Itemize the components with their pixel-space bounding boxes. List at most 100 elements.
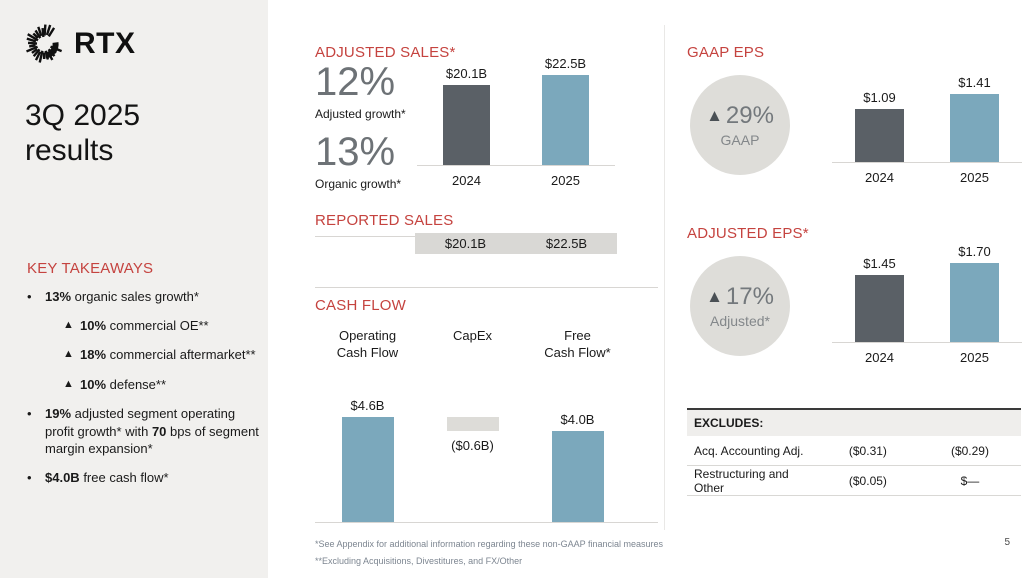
x-axis: 2024 2025 <box>832 162 1022 185</box>
adjusted-eps-pct: 17% <box>725 283 774 310</box>
excludes-table: EXCLUDES: Acq. Accounting Adj. ($0.31) (… <box>687 408 1021 496</box>
bar-group-2025: $22.5B <box>516 53 615 165</box>
header-operating-cash-flow: Operating Cash Flow <box>336 328 399 360</box>
cash-flow-headers: Operating Cash Flow CapEx Free Cash Flow… <box>315 328 630 362</box>
x-axis: 2024 2025 <box>832 342 1022 365</box>
cash-flow-divider <box>315 287 658 288</box>
takeaway-text: 10% defense** <box>80 376 167 392</box>
adjusted-eps-delta: ▲ 17% <box>706 283 774 311</box>
cash-flow-title: CASH FLOW <box>315 297 406 314</box>
adjusted-growth-label: Adjusted growth* <box>315 106 406 121</box>
x-axis: 2024 2025 <box>417 165 615 188</box>
rtx-logo: RTX <box>22 22 136 66</box>
reported-sales-rule <box>315 236 415 237</box>
bar-group-2024: $1.09 <box>832 72 927 162</box>
up-triangle-icon: ▲ <box>706 106 723 125</box>
bar-operating-cash-flow <box>341 417 394 522</box>
takeaway-text: 10% commercial OE** <box>80 317 209 333</box>
bar-group-2024: $20.1B <box>417 53 516 165</box>
key-takeaways-list: • 13% organic sales growth* ▲ 10% commercia… <box>27 288 267 497</box>
column-divider <box>664 25 665 530</box>
growth-stats: 12% Adjusted growth* 13% Organic growth* <box>315 60 415 200</box>
takeaway-item: • $4.0B free cash flow* <box>27 469 267 487</box>
takeaway-item: • 13% organic sales growth* <box>27 288 267 306</box>
adjusted-sales-title: ADJUSTED SALES* <box>315 44 456 61</box>
takeaway-text: 18% commercial aftermarket** <box>80 347 256 363</box>
bar-group-2025: $1.41 <box>927 72 1022 162</box>
row-value-2025: ($0.29) <box>950 443 989 458</box>
footnotes: *See Appendix for additional information… <box>315 539 663 573</box>
adjusted-eps-chart: $1.45 $1.70 2024 2025 <box>832 241 1022 365</box>
bar-free-cash-flow <box>551 430 604 522</box>
bar-capex <box>446 417 499 431</box>
bar-2025 <box>950 94 999 162</box>
bar-value-label: ($0.6B) <box>451 437 494 453</box>
bar-value-label: $4.0B <box>560 411 595 427</box>
axis-label-2024: 2024 <box>865 170 894 185</box>
up-triangle-icon: ▲ <box>63 348 74 361</box>
bar-2024 <box>443 84 490 165</box>
up-triangle-icon: ▲ <box>63 377 74 390</box>
footnote-2: **Excluding Acquisitions, Divestitures, … <box>315 556 523 566</box>
bullet-icon: • <box>27 406 32 422</box>
bar-group-ocf: $4.6B <box>315 390 420 522</box>
takeaway-text: 13% organic sales growth* <box>45 289 199 304</box>
table-row: Restructuring and Other ($0.05) $— <box>687 466 1021 496</box>
adjusted-eps-badge: ▲ 17% Adjusted* <box>690 256 790 356</box>
page-number: 5 <box>1004 537 1010 548</box>
bar-group-fcf: $4.0B <box>525 390 630 522</box>
reported-sales-2024: $20.1B <box>444 236 487 251</box>
bullet-icon: • <box>27 289 32 304</box>
reported-sales-title: REPORTED SALES <box>315 212 454 229</box>
page-title: 3Q 2025 results <box>25 99 141 168</box>
takeaway-item: • 19% adjusted segment operating profit g… <box>27 405 267 458</box>
organic-growth-label: Organic growth* <box>315 176 402 191</box>
key-takeaways-heading: KEY TAKEAWAYS <box>27 260 154 277</box>
excludes-header: EXCLUDES: <box>687 410 1021 436</box>
adjusted-eps-title: ADJUSTED EPS* <box>687 225 809 242</box>
axis-label-2025: 2025 <box>551 173 580 188</box>
gaap-eps-delta: ▲ 29% <box>706 102 774 130</box>
organic-growth-value: 13% <box>315 129 396 174</box>
up-triangle-icon: ▲ <box>63 318 74 331</box>
row-value-2024: ($0.05) <box>848 473 887 488</box>
gaap-eps-title: GAAP EPS <box>687 44 765 61</box>
bar-group-2024: $1.45 <box>832 241 927 342</box>
takeaway-text: 19% adjusted segment operating profit gr… <box>45 406 259 457</box>
reported-sales-2025: $22.5B <box>545 236 588 251</box>
header-free-cash-flow: Free Cash Flow* <box>544 328 611 360</box>
bullet-icon: • <box>27 469 32 485</box>
gaap-eps-badge-label: GAAP <box>720 132 760 148</box>
row-value-2024: ($0.31) <box>848 443 887 458</box>
bar-2025 <box>542 75 589 165</box>
cash-flow-chart: $4.6B ($0.6B) $4.0B <box>315 390 630 522</box>
adjusted-sales-chart: $20.1B $22.5B 2024 2025 <box>417 53 615 188</box>
bar-group-capex: ($0.6B) <box>420 390 525 522</box>
bar-value-label: $1.41 <box>958 75 991 90</box>
row-label: Restructuring and Other <box>694 466 789 495</box>
takeaway-subitem: ▲ 10% commercial OE** <box>63 317 267 335</box>
cash-flow-baseline <box>315 522 658 523</box>
bar-2024 <box>855 274 904 342</box>
up-triangle-icon: ▲ <box>706 287 723 306</box>
table-row: Acq. Accounting Adj. ($0.31) ($0.29) <box>687 436 1021 466</box>
axis-label-2024: 2024 <box>865 350 894 365</box>
bar-group-2025: $1.70 <box>927 241 1022 342</box>
row-value-2025: $— <box>960 473 980 488</box>
bar-2024 <box>855 109 904 162</box>
bar-value-label: $22.5B <box>544 56 587 71</box>
takeaway-subitem: ▲ 10% defense** <box>63 376 267 394</box>
adjusted-growth-value: 12% <box>315 60 396 104</box>
gaap-eps-badge: ▲ 29% GAAP <box>690 75 790 175</box>
sidebar: RTX 3Q 2025 results KEY TAKEAWAYS • 13% o… <box>0 0 268 578</box>
row-label: Acq. Accounting Adj. <box>694 443 804 458</box>
reported-sales-band: $20.1B $22.5B <box>415 233 617 254</box>
bar-value-label: $1.70 <box>958 244 991 259</box>
axis-label-2025: 2025 <box>960 350 989 365</box>
axis-label-2024: 2024 <box>452 173 481 188</box>
gaap-eps-chart: $1.09 $1.41 2024 2025 <box>832 72 1022 185</box>
rtx-burst-icon <box>26 24 63 63</box>
axis-label-2025: 2025 <box>960 170 989 185</box>
footnote-1: *See Appendix for additional information… <box>315 539 664 549</box>
bar-value-label: $4.6B <box>350 398 385 413</box>
